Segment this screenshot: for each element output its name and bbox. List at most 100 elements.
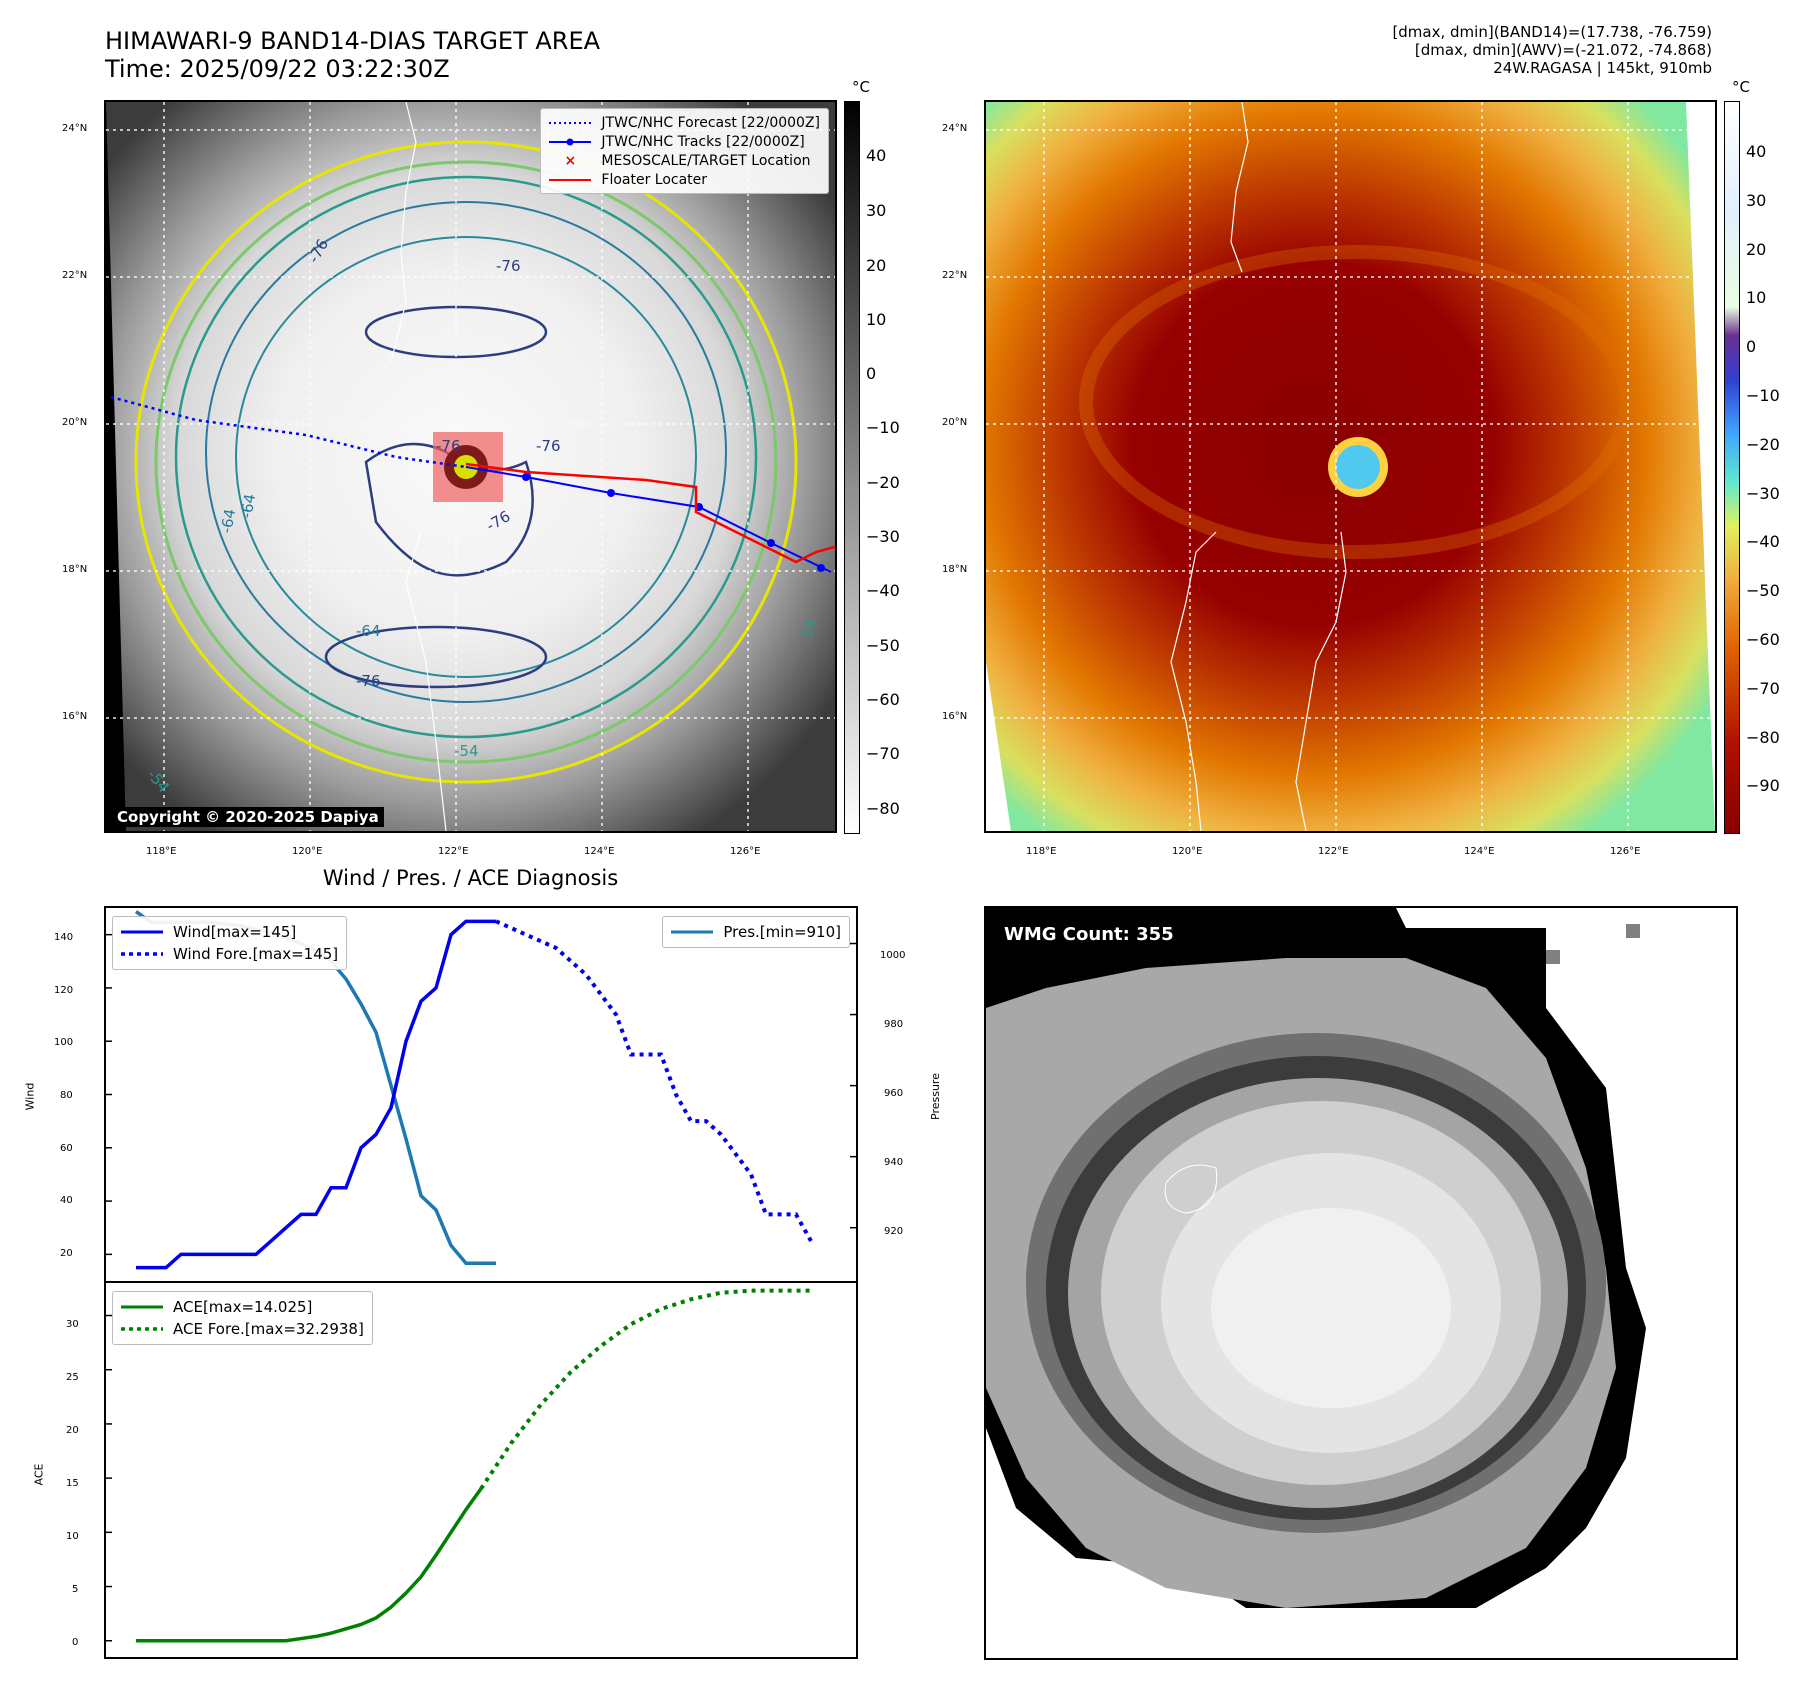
- wind-legend: Wind[max=145] Wind Fore.[max=145]: [112, 916, 348, 970]
- title-line2: Time: 2025/09/22 03:22:30Z: [105, 55, 450, 83]
- color-cb-tick: 30: [1746, 191, 1767, 210]
- legend-tracks: JTWC/NHC Tracks [22/0000Z]: [549, 132, 820, 151]
- legend-wind: Wind[max=145]: [121, 921, 338, 943]
- color-map-image: [986, 102, 1715, 831]
- pres-legend: Pres.[min=910]: [662, 916, 850, 948]
- lat-tick: 20°N: [62, 417, 88, 428]
- wmg-panel: WMG Count: 355: [984, 906, 1738, 1660]
- ir-cb-tick: 0: [866, 364, 877, 383]
- lat-tick: 16°N: [62, 711, 88, 722]
- lat-tick: 24°N: [62, 123, 88, 134]
- legend-ace-fore-label: ACE Fore.[max=32.2938]: [173, 1320, 364, 1338]
- ace-plot: [106, 1288, 811, 1643]
- ace-forecast-line: [479, 1288, 811, 1490]
- color-colorbar-unit: °C: [1732, 78, 1750, 96]
- legend-wind-label: Wind[max=145]: [173, 923, 297, 941]
- ace-tick: 0: [72, 1637, 79, 1648]
- lat-tick: 24°N: [942, 123, 968, 134]
- lat-tick: 16°N: [942, 711, 968, 722]
- lat-tick: 22°N: [942, 270, 968, 281]
- ace-tick: 20: [66, 1425, 79, 1436]
- ace-tick: 10: [66, 1531, 79, 1542]
- wind-pressure-panel: Wind[max=145] Wind Fore.[max=145] Pres.[…: [104, 906, 858, 1283]
- ir-map-panel: -76 -76 -76 -64 -64 -64 -76 -54 -54 -54 …: [104, 100, 837, 833]
- ace-legend: ACE[max=14.025] ACE Fore.[max=32.2938]: [112, 1291, 373, 1345]
- legend-target: × MESOSCALE/TARGET Location: [549, 151, 820, 170]
- pres-ylabel: Pressure: [928, 1073, 942, 1120]
- legend-ace-fore: ACE Fore.[max=32.2938]: [121, 1318, 364, 1340]
- ir-colorbar-unit: °C: [852, 78, 870, 96]
- contour-label: -76: [436, 437, 461, 455]
- contour-label: -76: [536, 437, 561, 455]
- legend-target-label: MESOSCALE/TARGET Location: [601, 152, 811, 169]
- ir-cb-tick: −10: [866, 418, 900, 437]
- ace-line: [136, 1487, 483, 1643]
- lon-tick: 122°E: [438, 846, 469, 857]
- lon-tick: 124°E: [584, 846, 615, 857]
- ir-cb-tick: −20: [866, 473, 900, 492]
- ir-cb-tick: 40: [866, 146, 887, 165]
- wind-tick: 120: [54, 985, 74, 996]
- ir-cb-tick: −50: [866, 636, 900, 655]
- pres-tick: 920: [884, 1226, 904, 1237]
- lon-tick: 124°E: [1464, 846, 1495, 857]
- wind-tick: 140: [54, 932, 74, 943]
- ir-cb-tick: −30: [866, 527, 900, 546]
- lon-tick: 120°E: [292, 846, 323, 857]
- legend-tracks-label: JTWC/NHC Tracks [22/0000Z]: [601, 133, 805, 150]
- wind-line: [136, 919, 496, 1270]
- lat-tick: 18°N: [62, 564, 88, 575]
- ir-map-image: [106, 102, 835, 831]
- stats-info: [dmax, dmin](BAND14)=(17.738, -76.759) […: [1392, 23, 1712, 77]
- title-line1: HIMAWARI-9 BAND14-DIAS TARGET AREA: [105, 27, 601, 55]
- color-cb-tick: 10: [1746, 288, 1767, 307]
- copyright-badge: Copyright © 2020-2025 Dapiya: [112, 807, 384, 827]
- color-cb-tick: −30: [1746, 484, 1780, 503]
- ir-cb-tick: 10: [866, 310, 887, 329]
- contour-label: -64: [356, 622, 381, 640]
- wind-tick: 20: [60, 1248, 73, 1259]
- ace-tick: 5: [72, 1584, 79, 1595]
- lon-tick: 118°E: [1026, 846, 1057, 857]
- ir-cb-tick: −60: [866, 690, 900, 709]
- color-cb-tick: −90: [1746, 776, 1780, 795]
- color-cb-tick: −20: [1746, 435, 1780, 454]
- color-map-panel: [984, 100, 1717, 833]
- lon-tick: 122°E: [1318, 846, 1349, 857]
- contour-label: -76: [496, 257, 521, 275]
- legend-ace-label: ACE[max=14.025]: [173, 1298, 313, 1316]
- info-line1: [dmax, dmin](BAND14)=(17.738, -76.759): [1392, 23, 1712, 41]
- ir-cb-tick: 30: [866, 201, 887, 220]
- x-marker-icon: ×: [564, 152, 577, 169]
- contour-label: -76: [356, 672, 381, 690]
- diagnosis-title: Wind / Pres. / ACE Diagnosis: [322, 866, 619, 890]
- info-line2: [dmax, dmin](AWV)=(-21.072, -74.868): [1414, 41, 1712, 59]
- pres-tick: 960: [884, 1088, 904, 1099]
- legend-wind-fore-label: Wind Fore.[max=145]: [173, 945, 339, 963]
- wmg-image: [986, 908, 1646, 1608]
- contour-label: -54: [454, 742, 479, 760]
- ace-ylabel: ACE: [32, 1463, 46, 1486]
- color-cb-tick: −10: [1746, 386, 1780, 405]
- legend-floater: Floater Locater: [549, 170, 820, 189]
- ace-panel: ACE[max=14.025] ACE Fore.[max=32.2938]: [104, 1281, 858, 1659]
- color-cb-tick: 0: [1746, 337, 1757, 356]
- wind-tick: 40: [60, 1195, 73, 1206]
- legend-forecast: JTWC/NHC Forecast [22/0000Z]: [549, 113, 820, 132]
- ir-cb-tick: 20: [866, 256, 887, 275]
- ir-legend: JTWC/NHC Forecast [22/0000Z] JTWC/NHC Tr…: [540, 108, 829, 194]
- ir-cb-tick: −40: [866, 581, 900, 600]
- wind-ylabel: Wind: [23, 1082, 37, 1111]
- lon-tick: 118°E: [146, 846, 177, 857]
- ir-cb-tick: −80: [866, 799, 900, 818]
- legend-pres-label: Pres.[min=910]: [723, 923, 841, 941]
- lon-tick: 126°E: [730, 846, 761, 857]
- pres-tick: 1000: [880, 950, 906, 961]
- ace-tick: 30: [66, 1319, 79, 1330]
- color-cb-tick: −50: [1746, 581, 1780, 600]
- color-cb-tick: −60: [1746, 630, 1780, 649]
- legend-floater-label: Floater Locater: [601, 171, 708, 188]
- wind-tick: 60: [60, 1143, 73, 1154]
- ace-tick: 25: [66, 1372, 79, 1383]
- ace-tick: 15: [66, 1478, 79, 1489]
